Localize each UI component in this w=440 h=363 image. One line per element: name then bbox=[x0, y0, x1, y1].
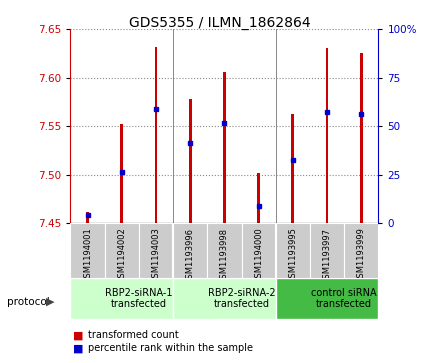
Text: GSM1194002: GSM1194002 bbox=[117, 228, 126, 284]
Text: ■: ■ bbox=[73, 330, 83, 340]
Text: GDS5355 / ILMN_1862864: GDS5355 / ILMN_1862864 bbox=[129, 16, 311, 30]
Bar bbox=[70, 278, 173, 319]
Text: RBP2-siRNA-2
transfected: RBP2-siRNA-2 transfected bbox=[208, 288, 275, 309]
Text: GSM1193999: GSM1193999 bbox=[357, 228, 366, 284]
Bar bbox=[189, 99, 191, 223]
Text: transformed count: transformed count bbox=[88, 330, 179, 340]
Bar bbox=[326, 49, 328, 223]
Bar bbox=[70, 223, 105, 278]
Text: RBP2-siRNA-1
transfected: RBP2-siRNA-1 transfected bbox=[105, 288, 172, 309]
Text: GSM1194000: GSM1194000 bbox=[254, 228, 263, 284]
Text: GSM1193996: GSM1193996 bbox=[186, 228, 194, 284]
Bar bbox=[173, 278, 276, 319]
Text: protocol: protocol bbox=[7, 297, 49, 307]
Bar bbox=[207, 223, 242, 278]
Bar bbox=[223, 72, 226, 223]
Bar bbox=[276, 278, 378, 319]
Bar bbox=[173, 223, 207, 278]
Text: GSM1193997: GSM1193997 bbox=[323, 228, 332, 284]
Bar bbox=[86, 212, 89, 223]
Text: ■: ■ bbox=[73, 343, 83, 354]
Bar bbox=[291, 114, 294, 223]
Bar bbox=[242, 223, 276, 278]
Bar bbox=[139, 223, 173, 278]
Bar bbox=[344, 223, 378, 278]
Text: GSM1194001: GSM1194001 bbox=[83, 228, 92, 284]
Bar bbox=[276, 223, 310, 278]
Text: ▶: ▶ bbox=[46, 297, 55, 307]
Bar bbox=[257, 173, 260, 223]
Bar bbox=[360, 53, 363, 223]
Bar bbox=[310, 223, 344, 278]
Text: percentile rank within the sample: percentile rank within the sample bbox=[88, 343, 253, 354]
Bar bbox=[105, 223, 139, 278]
Text: GSM1193998: GSM1193998 bbox=[220, 228, 229, 284]
Text: GSM1194003: GSM1194003 bbox=[151, 228, 161, 284]
Text: GSM1193995: GSM1193995 bbox=[288, 228, 297, 284]
Text: control siRNA
transfected: control siRNA transfected bbox=[312, 288, 377, 309]
Bar bbox=[121, 124, 123, 223]
Bar bbox=[154, 46, 158, 223]
